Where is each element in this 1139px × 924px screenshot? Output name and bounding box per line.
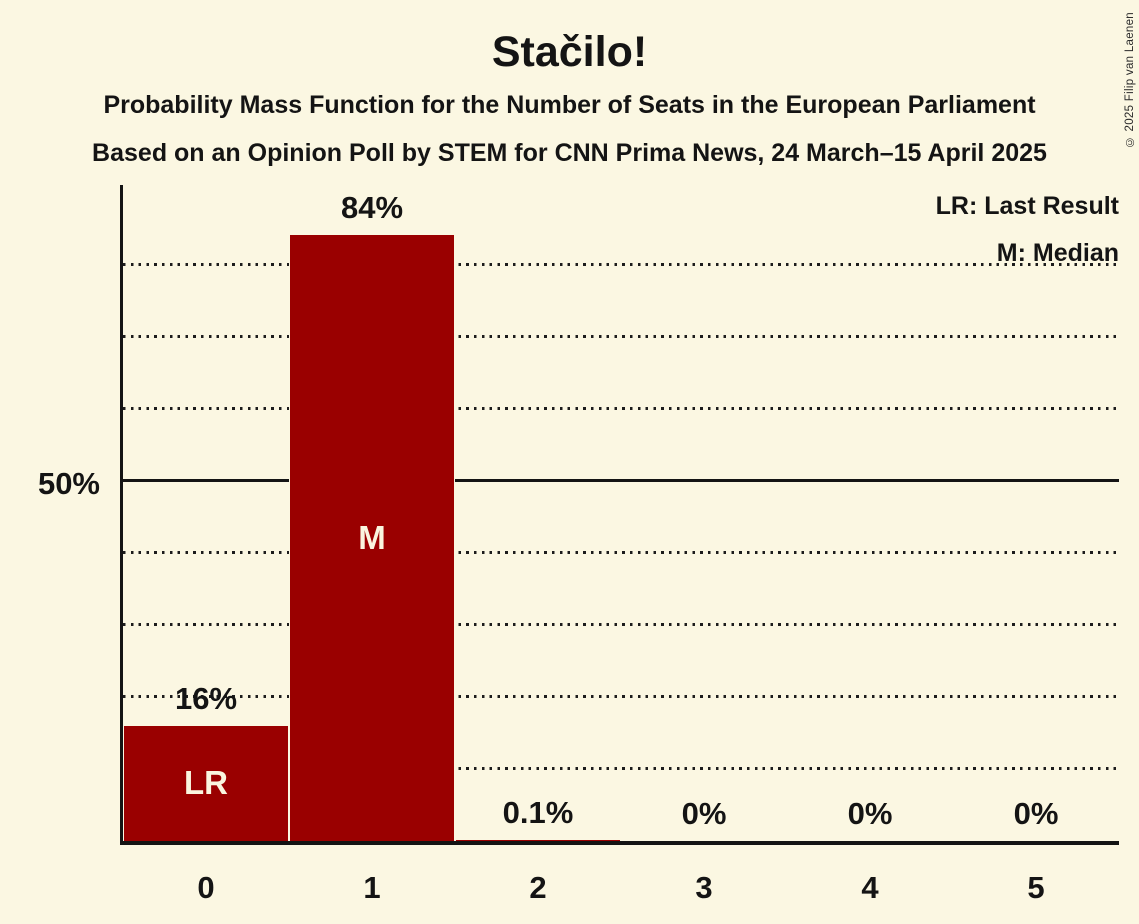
bar-marker-m: M [358,519,386,557]
gridline-80pct [123,262,1119,266]
y-axis-label-50: 50% [37,466,100,501]
bar-value-label-1: 84% [340,190,404,226]
bar-value-label-4: 0% [847,796,893,831]
x-axis-labels: 0 1 2 3 4 5 [123,870,1119,910]
gridline-70pct [123,334,1119,338]
gridline-60pct [123,406,1119,410]
gridline-10pct [123,767,1119,771]
gridline-50pct-solid [123,479,1119,482]
plot-inner: LR 16% M 84% 0.1% 0% 0% 0% [123,185,1119,841]
chart-subtitle-line2: Based on an Opinion Poll by STEM for CNN… [92,139,1047,167]
chart-title: Stačilo! [491,28,648,76]
legend-last-result: LR: Last Result [935,192,1119,220]
x-axis-tick-2: 2 [529,870,547,905]
bar-seats-0: LR [123,725,289,841]
x-axis-tick-5: 5 [1027,870,1045,905]
bar-marker-lr: LR [184,764,228,802]
bar-seats-2 [455,840,621,841]
chart-subtitle-line1: Probability Mass Function for the Number… [103,91,1036,119]
gridline-40pct [123,551,1119,555]
legend-median: M: Median [996,239,1119,267]
x-axis-tick-3: 3 [695,870,713,905]
bar-seats-1: M [289,235,455,841]
plot-area: LR 16% M 84% 0.1% 0% 0% 0% [120,185,1119,845]
x-axis-tick-4: 4 [861,870,879,905]
gridline-20pct [123,695,1119,699]
bar-value-label-3: 0% [681,796,727,831]
legend: LR: Last Result M: Median [936,183,1119,277]
bar-value-label-0: 16% [174,680,238,716]
gridline-30pct [123,623,1119,627]
x-axis-tick-0: 0 [197,870,215,905]
bar-value-label-5: 0% [1013,796,1059,831]
x-axis-tick-1: 1 [363,870,381,905]
bar-value-label-2: 0.1% [502,795,574,831]
